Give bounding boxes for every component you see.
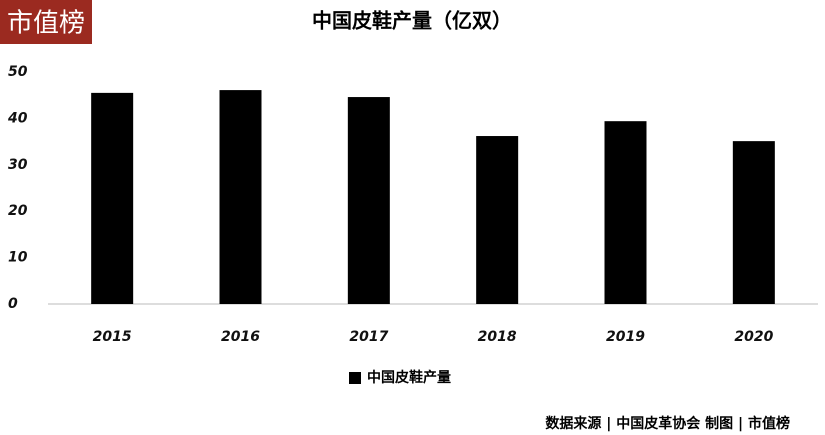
bar [732,141,775,304]
x-tick-label: 2020 [734,329,773,345]
chart-title: 中国皮鞋产量（亿双） [312,9,512,33]
x-tick-label: 2017 [349,329,388,345]
bar [347,97,390,304]
y-tick-label: 10 [8,250,28,266]
y-tick-label: 20 [8,203,28,219]
logo-box [0,0,92,44]
x-tick-label: 2018 [478,329,517,345]
y-tick-label: 0 [8,296,18,312]
x-tick-label: 2015 [93,329,132,345]
logo: 市值榜 [7,9,85,39]
x-tick-label: 2016 [221,329,260,345]
source-note: 数据来源 | 中国皮革协会 制图 | 市值榜 [545,415,790,432]
y-tick-label: 30 [8,157,28,173]
bar [219,90,262,304]
y-tick-label: 40 [7,110,28,126]
legend-label: 中国皮鞋产量 [367,369,451,386]
y-tick-label: 50 [8,64,28,80]
legend-swatch [349,372,361,384]
x-tick-label: 2019 [606,329,645,345]
bar [476,136,519,304]
bar [604,121,647,305]
bar [91,92,134,304]
